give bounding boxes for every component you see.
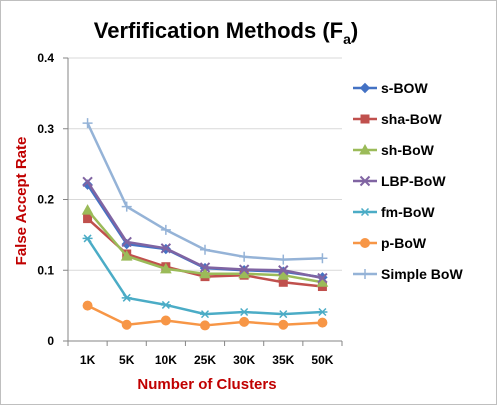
y-tick-label: 0.2 [37, 193, 54, 207]
legend-item-sha-bow: sha-BoW [353, 111, 442, 127]
legend-item-sh-bow: sh-BoW [353, 142, 435, 158]
legend-label: fm-BoW [381, 204, 435, 220]
legend-label: Simple BoW [381, 266, 463, 282]
legend-label: p-BoW [381, 235, 427, 251]
series-sh-bow [81, 204, 329, 287]
series-fm-bow [82, 234, 328, 319]
data-point-lbp-bow [160, 243, 172, 254]
legend-marker [360, 207, 370, 217]
legend-marker [360, 269, 370, 279]
legend-label: s-BOW [381, 80, 428, 96]
data-point-p-bow [200, 320, 210, 331]
legend-item-lbp-bow: LBP-BoW [353, 173, 446, 189]
axes [63, 57, 343, 346]
data-point-simple-bow [82, 118, 93, 129]
legend-item-simple-bow: Simple BoW [353, 266, 463, 282]
x-tick-label: 10K [155, 353, 177, 367]
data-point-p-bow [160, 315, 171, 326]
data-point-lbp-bow [82, 176, 93, 188]
series-layer [81, 118, 329, 331]
data-point-simple-bow [317, 253, 328, 264]
data-point-sh-bow [199, 267, 211, 279]
legend-label: LBP-BoW [381, 173, 446, 189]
data-point-fm-bow [200, 310, 210, 319]
data-point-simple-bow [121, 201, 132, 212]
legend-marker [359, 143, 371, 155]
data-point-p-bow [239, 316, 250, 327]
x-tick-label: 5K [119, 353, 135, 367]
data-point-lbp-bow [121, 236, 132, 248]
data-point-fm-bow [82, 234, 93, 243]
data-point-fm-bow [278, 310, 289, 319]
legend-item-fm-bow: fm-BoW [353, 204, 435, 220]
data-point-sh-bow [160, 262, 172, 274]
data-point-p-bow [82, 300, 93, 311]
legend-marker [360, 114, 370, 124]
data-point-simple-bow [239, 251, 250, 262]
x-axis-title: Number of Clusters [137, 376, 276, 393]
x-tick-labels: 1K 5K 10K 25K 30K 35K 50K [80, 353, 334, 367]
data-point-fm-bow [317, 307, 328, 317]
y-axis-title: False Accept Rate [13, 137, 30, 266]
data-point-p-bow [121, 319, 132, 330]
legend-label: sha-BoW [381, 111, 442, 127]
y-tick-label: 0 [47, 334, 54, 348]
x-tick-label: 35K [272, 353, 294, 367]
legend-item-s-bow: s-BOW [353, 80, 428, 96]
y-tick-label: 0.1 [37, 263, 54, 277]
x-tick-label: 50K [311, 353, 333, 367]
chart-title: Verfification Methods (Fa) [94, 18, 358, 47]
legend-label: sh-BoW [381, 142, 435, 158]
data-point-lbp-bow [238, 264, 250, 275]
data-point-sh-bow [277, 269, 290, 280]
legend-marker [359, 82, 371, 94]
data-point-sh-bow [81, 204, 94, 215]
x-tick-label: 30K [233, 353, 255, 367]
y-tick-labels: 0 0.1 0.2 0.3 0.4 [37, 51, 54, 348]
x-tick-label: 1K [80, 353, 96, 367]
legend-marker [360, 238, 370, 248]
legend: s-BOW sha-BoW sh-BoW LBP-BoW fm-BoW p-BoW Simp… [353, 80, 463, 282]
series-simple-bow [82, 118, 328, 265]
y-tick-label: 0.4 [37, 51, 54, 65]
data-point-fm-bow [160, 300, 171, 309]
series-p-bow [82, 300, 328, 331]
data-point-lbp-bow [317, 272, 328, 284]
data-point-fm-bow [121, 293, 132, 302]
data-point-p-bow [278, 319, 289, 330]
legend-marker [359, 175, 371, 187]
data-point-sha-bow [83, 214, 93, 224]
data-point-simple-bow [160, 224, 171, 235]
data-point-lbp-bow [199, 262, 211, 273]
x-tick-label: 25K [194, 353, 216, 367]
data-point-simple-bow [278, 254, 289, 265]
data-point-p-bow [317, 317, 328, 328]
series-lbp-bow [82, 176, 328, 284]
data-point-sh-bow [120, 250, 133, 261]
data-point-simple-bow [200, 244, 210, 255]
data-point-fm-bow [239, 307, 250, 317]
data-point-lbp-bow [278, 265, 289, 276]
legend-item-p-bow: p-BoW [353, 235, 427, 251]
y-tick-label: 0.3 [37, 122, 54, 136]
